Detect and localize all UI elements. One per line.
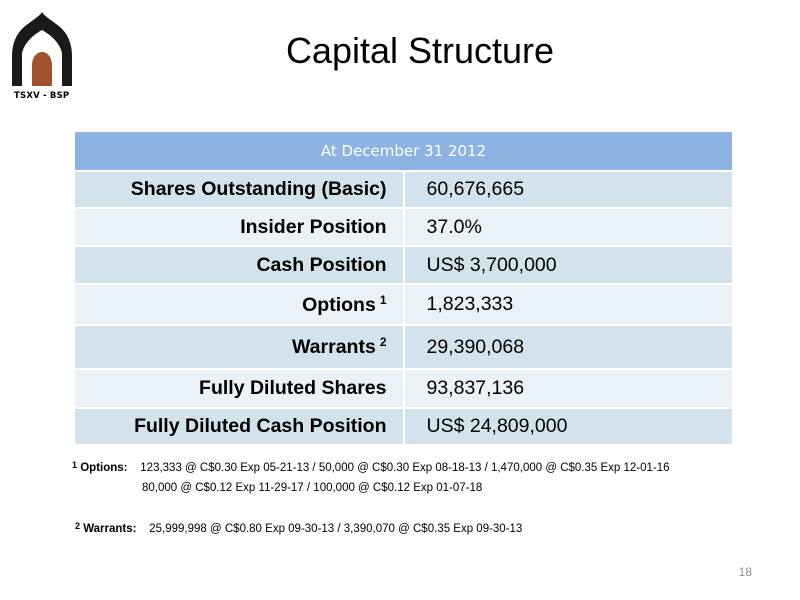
dome-logo-icon (12, 12, 72, 86)
ticker-symbol: TSXV - BSP (14, 91, 70, 101)
row-value: 93,837,136 (402, 368, 734, 409)
footnote-label: Warrants: (83, 523, 137, 535)
page-number: 18 (738, 565, 752, 579)
footnote-marker: 1 (72, 460, 78, 470)
footnote-ref: 2 (379, 335, 387, 349)
footnote-label: Options: (80, 462, 128, 474)
company-logo (8, 10, 78, 100)
row-value: US$ 24,809,000 (402, 407, 734, 446)
table-row: Fully Diluted Cash Position US$ 24,809,0… (73, 407, 734, 446)
row-label: Cash Position (73, 245, 405, 285)
row-value: 29,390,068 (402, 324, 734, 370)
table-header: At December 31 2012 (73, 130, 734, 172)
warrants-footnote: 2 Warrants: 25,999,998 @ C$0.80 Exp 09-3… (75, 521, 522, 535)
row-label: Shares Outstanding (Basic) (73, 170, 405, 209)
page-title: Capital Structure (285, 30, 555, 71)
footnote-text: 123,333 @ C$0.30 Exp 05-21-13 / 50,000 @… (140, 462, 670, 474)
row-value: 60,676,665 (402, 170, 734, 209)
row-label: Insider Position (73, 207, 405, 247)
table-row: Cash Position US$ 3,700,000 (73, 245, 734, 285)
capital-structure-table: At December 31 2012 Shares Outstanding (… (73, 130, 734, 446)
row-value: 1,823,333 (402, 283, 734, 326)
row-value: US$ 3,700,000 (402, 245, 734, 285)
row-label: Options 1 (73, 283, 405, 326)
options-footnote-continued: 80,000 @ C$0.12 Exp 11-29-17 / 100,000 @… (142, 482, 483, 494)
footnote-marker: 2 (75, 521, 81, 531)
row-label: Fully Diluted Cash Position (73, 407, 405, 446)
row-label: Warrants 2 (73, 324, 405, 370)
options-footnote: 1 Options: 123,333 @ C$0.30 Exp 05-21-13… (72, 460, 670, 474)
table-row: Shares Outstanding (Basic) 60,676,665 (73, 170, 734, 209)
table-row: Insider Position 37.0% (73, 207, 734, 247)
footnote-text: 25,999,998 @ C$0.80 Exp 09-30-13 / 3,390… (149, 523, 523, 535)
table-row: Warrants 2 29,390,068 (73, 324, 734, 370)
row-value: 37.0% (402, 207, 734, 247)
table-row: Options 1 1,823,333 (73, 283, 734, 326)
row-label: Fully Diluted Shares (73, 368, 405, 409)
table-row: Fully Diluted Shares 93,837,136 (73, 368, 734, 409)
footnote-ref: 1 (379, 292, 387, 307)
